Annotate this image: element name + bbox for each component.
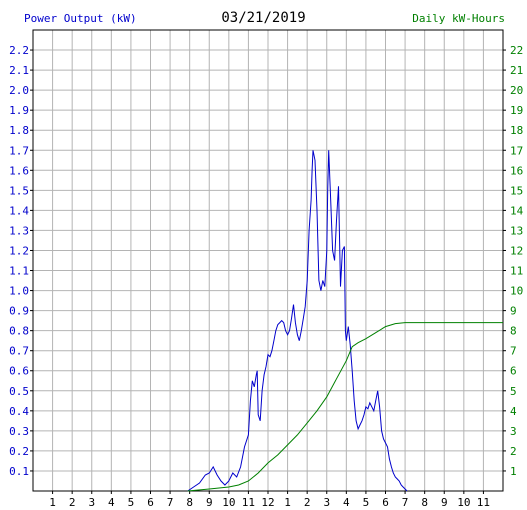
right-tick-label: 11 [510, 265, 523, 278]
right-tick-label: 20 [510, 84, 523, 97]
left-tick-label: 2.0 [9, 84, 29, 97]
left-tick-label: 0.8 [9, 325, 29, 338]
left-tick-label: 1.1 [9, 265, 29, 278]
left-tick-label: 1.7 [9, 144, 29, 157]
right-tick-label: 22 [510, 44, 523, 57]
left-tick-label: 0.7 [9, 345, 29, 358]
right-tick-label: 5 [510, 385, 517, 398]
x-tick-label: 5 [363, 496, 370, 509]
x-tick-label: 6 [147, 496, 154, 509]
right-tick-label: 6 [510, 365, 517, 378]
right-tick-label: 10 [510, 285, 523, 298]
x-tick-label: 7 [402, 496, 409, 509]
left-tick-label: 0.5 [9, 385, 29, 398]
right-axis-title: Daily kW-Hours [412, 12, 505, 25]
right-tick-label: 16 [510, 164, 523, 177]
x-tick-label: 1 [284, 496, 291, 509]
x-tick-label: 9 [441, 496, 448, 509]
x-tick-label: 9 [206, 496, 213, 509]
x-tick-label: 8 [421, 496, 428, 509]
right-tick-label: 14 [510, 204, 524, 217]
left-tick-label: 1.4 [9, 204, 29, 217]
right-tick-label: 19 [510, 104, 523, 117]
left-tick-label: 1.9 [9, 104, 29, 117]
right-tick-label: 21 [510, 64, 523, 77]
left-tick-label: 1.0 [9, 285, 29, 298]
right-tick-label: 3 [510, 425, 517, 438]
x-tick-label: 11 [477, 496, 490, 509]
chart-title-date: 03/21/2019 [221, 10, 306, 26]
left-tick-label: 1.5 [9, 184, 29, 197]
x-tick-label: 3 [88, 496, 95, 509]
right-tick-label: 17 [510, 144, 523, 157]
right-tick-label: 15 [510, 184, 523, 197]
left-tick-label: 1.3 [9, 224, 29, 237]
x-tick-label: 7 [167, 496, 174, 509]
left-tick-label: 2.2 [9, 44, 29, 57]
x-tick-label: 8 [186, 496, 193, 509]
left-tick-label: 0.9 [9, 305, 29, 318]
right-tick-label: 7 [510, 345, 517, 358]
right-tick-label: 2 [510, 445, 517, 458]
left-tick-label: 0.1 [9, 465, 29, 478]
left-tick-label: 1.2 [9, 244, 29, 257]
x-tick-label: 2 [69, 496, 76, 509]
left-tick-label: 0.6 [9, 365, 29, 378]
x-tick-label: 3 [323, 496, 330, 509]
right-tick-label: 18 [510, 124, 523, 137]
x-tick-label: 10 [457, 496, 470, 509]
right-tick-label: 13 [510, 224, 523, 237]
left-tick-label: 0.2 [9, 445, 29, 458]
x-tick-label: 2 [304, 496, 311, 509]
x-tick-label: 4 [108, 496, 115, 509]
x-tick-label: 10 [222, 496, 235, 509]
right-tick-label: 9 [510, 305, 517, 318]
left-tick-label: 2.1 [9, 64, 29, 77]
left-tick-label: 0.3 [9, 425, 29, 438]
left-tick-label: 1.6 [9, 164, 29, 177]
x-tick-label: 1 [49, 496, 56, 509]
left-tick-label: 0.4 [9, 405, 29, 418]
x-tick-label: 6 [382, 496, 389, 509]
x-tick-label: 12 [261, 496, 274, 509]
left-tick-label: 1.8 [9, 124, 29, 137]
x-tick-label: 11 [242, 496, 255, 509]
x-tick-label: 4 [343, 496, 350, 509]
x-tick-label: 5 [128, 496, 135, 509]
right-tick-label: 12 [510, 244, 523, 257]
power-output-line [187, 150, 408, 492]
right-tick-label: 1 [510, 465, 517, 478]
right-tick-label: 8 [510, 325, 517, 338]
right-tick-label: 4 [510, 405, 517, 418]
left-axis-title: Power Output (kW) [24, 12, 137, 25]
daily-kwh-line [187, 322, 503, 492]
